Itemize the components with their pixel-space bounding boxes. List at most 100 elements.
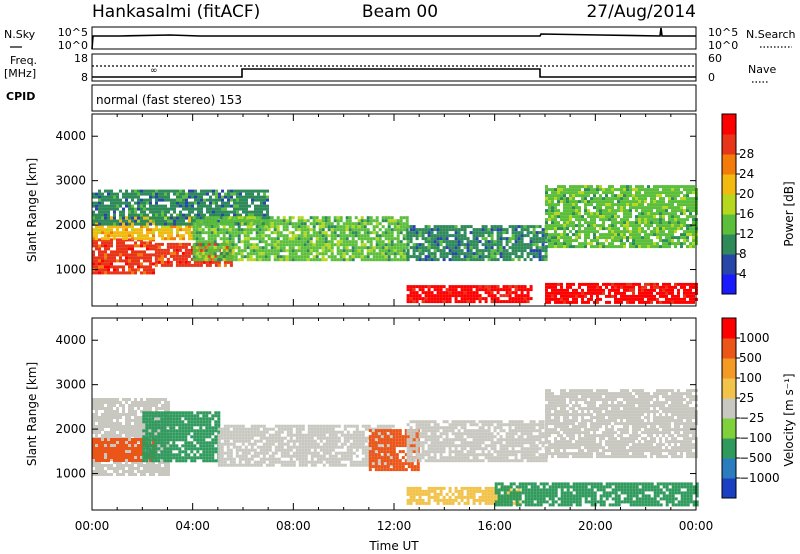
heatmap-cell: [430, 246, 434, 250]
heatmap-cell: [231, 243, 235, 247]
heatmap-cell: [581, 294, 584, 298]
heatmap-cell: [544, 258, 548, 262]
heatmap-cell: [131, 459, 134, 462]
heatmap-cell: [107, 219, 110, 223]
heatmap-cell: [596, 212, 599, 216]
heatmap-cell: [647, 242, 650, 246]
heatmap-cell: [650, 218, 653, 222]
heatmap-cell: [288, 252, 292, 256]
heatmap-cell: [146, 407, 149, 410]
heatmap-cell: [680, 218, 683, 222]
heatmap-cell: [399, 216, 403, 220]
heatmap-cell: [140, 455, 143, 458]
heatmap-cell: [523, 297, 527, 301]
heatmap-cell: [170, 237, 173, 241]
heatmap-cell: [375, 243, 379, 247]
heatmap-cell: [560, 215, 563, 219]
heatmap-cell: [617, 230, 620, 234]
heatmap-cell: [182, 207, 185, 211]
heatmap-cell: [148, 435, 152, 439]
heatmap-cell: [590, 203, 593, 207]
heatmap-cell: [145, 417, 149, 421]
heatmap-cell: [128, 201, 131, 205]
heatmap-cell: [140, 225, 143, 229]
heatmap-cell: [424, 231, 428, 235]
heatmap-cell: [563, 300, 566, 304]
heatmap-cell: [199, 438, 203, 442]
heatmap-cell: [184, 438, 188, 442]
heatmap-cell: [424, 246, 428, 250]
heatmap-cell: [206, 210, 209, 214]
heatmap-cell: [300, 246, 304, 250]
heatmap-cell: [593, 188, 596, 192]
heatmap-cell: [143, 265, 146, 269]
heatmap-cell: [95, 271, 98, 275]
heatmap-cell: [421, 249, 425, 253]
heatmap-cell: [508, 255, 512, 259]
heatmap-cell: [255, 234, 259, 238]
heatmap-cell: [354, 222, 358, 226]
heatmap-cell: [560, 188, 563, 192]
heatmap-cell: [653, 233, 656, 237]
heatmap-cell: [95, 219, 98, 223]
heatmap-cell: [249, 243, 253, 247]
heatmap-cell: [436, 294, 440, 298]
heatmap-cell: [433, 234, 437, 238]
heatmap-cell: [216, 228, 220, 232]
heatmap-cell: [98, 231, 101, 235]
heatmap-cell: [617, 227, 620, 231]
heatmap-cell: [204, 219, 208, 223]
heatmap-cell: [321, 231, 325, 235]
heatmap-cell: [360, 237, 364, 241]
heatmap-cell: [163, 450, 167, 454]
heatmap-cell: [387, 222, 391, 226]
heatmap-cell: [188, 231, 191, 235]
heatmap-cell: [614, 227, 617, 231]
heatmap-cell: [182, 201, 185, 205]
heatmap-cell: [194, 195, 197, 199]
heatmap-cell: [128, 437, 131, 440]
heatmap-cell: [532, 240, 536, 244]
heatmap-cell: [587, 282, 590, 286]
heatmap-cell: [245, 210, 248, 214]
heatmap-cell: [396, 240, 400, 244]
heatmap-cell: [372, 258, 376, 262]
heatmap-cell: [184, 426, 188, 430]
heatmap-cell: [502, 228, 506, 232]
heatmap-cell: [541, 243, 545, 247]
heatmap-cell: [134, 207, 137, 211]
heatmap-cell: [179, 219, 182, 223]
heatmap-cell: [608, 209, 611, 213]
heatmap-cell: [143, 250, 146, 254]
heatmap-cell: [303, 228, 307, 232]
heatmap-cell: [172, 242, 176, 246]
heatmap-cell: [194, 201, 197, 205]
heatmap-cell: [245, 189, 248, 193]
heatmap-cell: [387, 249, 391, 253]
heatmap-cell: [469, 258, 473, 262]
heatmap-cell: [602, 191, 605, 195]
heatmap-cell: [662, 221, 665, 225]
heatmap-cell: [617, 203, 620, 207]
heatmap-cell: [605, 191, 608, 195]
heatmap-cell: [581, 291, 584, 295]
heatmap-cell: [143, 431, 146, 434]
heatmap-cell: [249, 255, 253, 259]
heatmap-cell: [131, 271, 134, 275]
heatmap-cell: [620, 188, 623, 192]
heatmap-cell: [164, 404, 167, 407]
heatmap-cell: [125, 428, 128, 431]
heatmap-cell: [596, 203, 599, 207]
heatmap-cell: [155, 464, 158, 467]
heatmap-cell: [351, 249, 355, 253]
heatmap-cell: [641, 300, 644, 304]
heatmap-cell: [104, 271, 107, 275]
heatmap-cell: [617, 236, 620, 240]
heatmap-cell: [327, 240, 331, 244]
heatmap-cell: [436, 234, 440, 238]
heatmap-cell: [466, 291, 470, 295]
heatmap-cell: [312, 231, 316, 235]
heatmap-cell: [240, 219, 244, 223]
heatmap-cell: [665, 297, 668, 301]
heatmap-cell: [122, 473, 125, 476]
